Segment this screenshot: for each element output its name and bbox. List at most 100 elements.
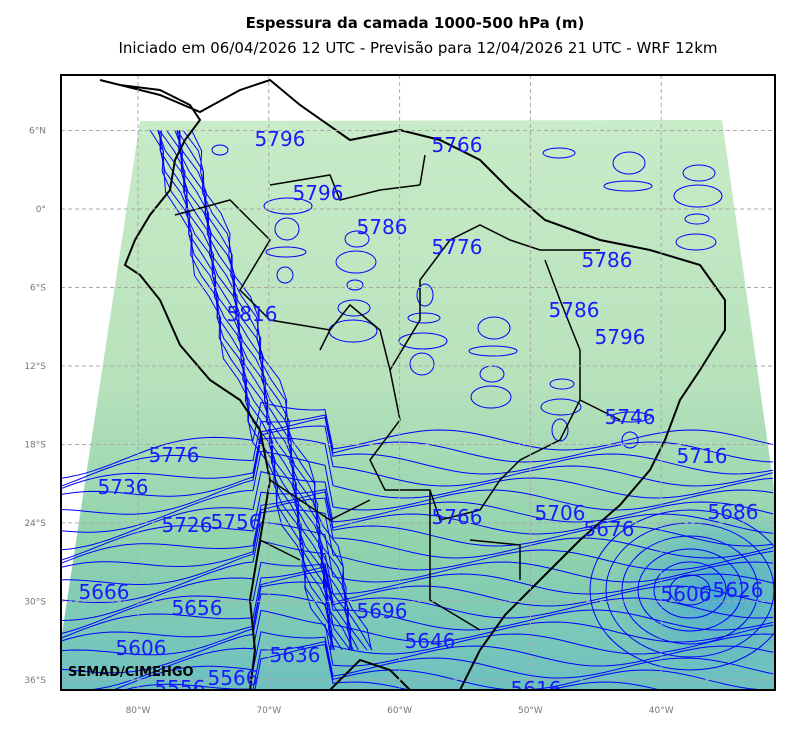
lat-label: 30°S xyxy=(24,597,46,607)
contour-line xyxy=(682,164,716,182)
contour-line xyxy=(477,316,511,340)
contour-label: 5646 xyxy=(405,629,456,653)
contour-line xyxy=(669,574,711,606)
contour-line xyxy=(61,437,774,515)
lat-label: 12°S xyxy=(24,362,46,372)
contour-line xyxy=(673,184,723,208)
contour-label: 5816 xyxy=(227,302,278,326)
contour-label: 5796 xyxy=(255,127,306,151)
contour-line xyxy=(61,450,774,533)
contour-line xyxy=(276,266,294,284)
contour-label: 5686 xyxy=(708,500,759,524)
contour-line xyxy=(551,418,569,442)
contour-line xyxy=(265,246,307,258)
contour-line xyxy=(61,425,774,497)
lon-label: 60°W xyxy=(387,706,412,716)
contour-label: 5796 xyxy=(595,325,646,349)
contour-line xyxy=(157,129,343,651)
contour-label: 5756 xyxy=(211,510,262,534)
contour-line xyxy=(122,640,774,690)
contour-label: 5696 xyxy=(357,599,408,623)
contour-line xyxy=(416,283,434,307)
lon-label: 70°W xyxy=(256,706,281,716)
lat-label: 6°N xyxy=(29,127,46,137)
contour-line xyxy=(468,345,518,357)
contour-line xyxy=(211,144,229,156)
contour-line xyxy=(684,213,710,225)
credit: SEMAD/CIMEHGO xyxy=(68,665,194,680)
contour-line xyxy=(542,147,576,159)
contour-line xyxy=(61,540,774,621)
contour-line xyxy=(61,401,774,479)
contour-line xyxy=(621,535,759,645)
contour-line xyxy=(61,488,774,561)
subtitle: Iniciado em 06/04/2026 12 UTC - Previsão… xyxy=(118,39,717,57)
lon-label: 50°W xyxy=(518,706,543,716)
contour-label: 5626 xyxy=(713,578,764,602)
contour-label: 5766 xyxy=(432,505,483,529)
contour-line xyxy=(158,129,351,651)
borders xyxy=(174,154,621,631)
contour-line xyxy=(61,566,774,639)
contour-line xyxy=(61,593,774,674)
lat-label: 0° xyxy=(36,205,46,215)
contour-line xyxy=(80,609,774,690)
contour-line xyxy=(178,129,352,651)
contour-line xyxy=(610,411,652,423)
contour-label: 5656 xyxy=(172,596,223,620)
contour-label: 5736 xyxy=(98,475,149,499)
map-area: 5796 5766 5796 5786 5776 5786 5816 5786 5796 5746… xyxy=(61,75,775,701)
contour-line xyxy=(407,312,441,324)
contour-line xyxy=(274,217,300,241)
contour-line xyxy=(470,385,512,409)
lon-label: 80°W xyxy=(126,706,151,716)
contour-label: 5636 xyxy=(270,643,321,667)
ticks: 6°N 0° 6°S 12°S 18°S 24°S 30°S 36°S 80°W 70°W 60°W… xyxy=(24,127,673,716)
contour-line xyxy=(653,561,727,619)
contour-line xyxy=(540,398,582,416)
contour-label: 5766 xyxy=(432,133,483,157)
contour-line xyxy=(254,643,662,690)
contour-line xyxy=(337,299,371,317)
contour-line xyxy=(409,352,435,376)
contour-label: 5676 xyxy=(584,517,635,541)
contour-line xyxy=(549,378,575,390)
contours xyxy=(61,129,775,690)
contour-label: 5556 xyxy=(155,676,206,700)
contour-line xyxy=(398,332,448,350)
contour-label: 5606 xyxy=(661,582,712,606)
map-frame xyxy=(60,74,776,691)
contour-line xyxy=(346,279,364,291)
contour-label: 5786 xyxy=(357,215,408,239)
lat-label: 18°S xyxy=(24,440,46,450)
contour-line xyxy=(603,180,653,192)
contour-label: 5616 xyxy=(511,677,562,701)
contour-label: 5566 xyxy=(208,666,259,690)
contour-label: 5776 xyxy=(432,235,483,259)
contour-label: 5776 xyxy=(149,443,200,467)
contour-line xyxy=(61,509,774,586)
contour-label: 5726 xyxy=(162,513,213,537)
graticule xyxy=(61,75,775,690)
contour-line xyxy=(263,197,313,215)
contour-label: 5796 xyxy=(293,181,344,205)
contour-line xyxy=(159,129,335,651)
contour-label: 5746 xyxy=(605,405,656,429)
contour-line xyxy=(176,129,368,651)
contour-line xyxy=(61,581,774,656)
contour-line xyxy=(335,250,377,274)
contour-label: 5706 xyxy=(535,501,586,525)
lat-label: 24°S xyxy=(24,519,46,529)
contour-label: 5606 xyxy=(116,636,167,660)
contour-labels: 5796 5766 5796 5786 5776 5786 5816 5786 5796 5746… xyxy=(79,127,764,701)
contour-line xyxy=(61,521,774,604)
contour-line xyxy=(621,431,639,449)
lat-label: 6°S xyxy=(30,283,46,293)
contour-line xyxy=(612,151,646,175)
contour-line xyxy=(112,631,774,690)
contour-line xyxy=(191,129,372,651)
lon-label: 40°W xyxy=(649,706,674,716)
contour-label: 5666 xyxy=(79,580,130,604)
contour-label: 5716 xyxy=(677,444,728,468)
